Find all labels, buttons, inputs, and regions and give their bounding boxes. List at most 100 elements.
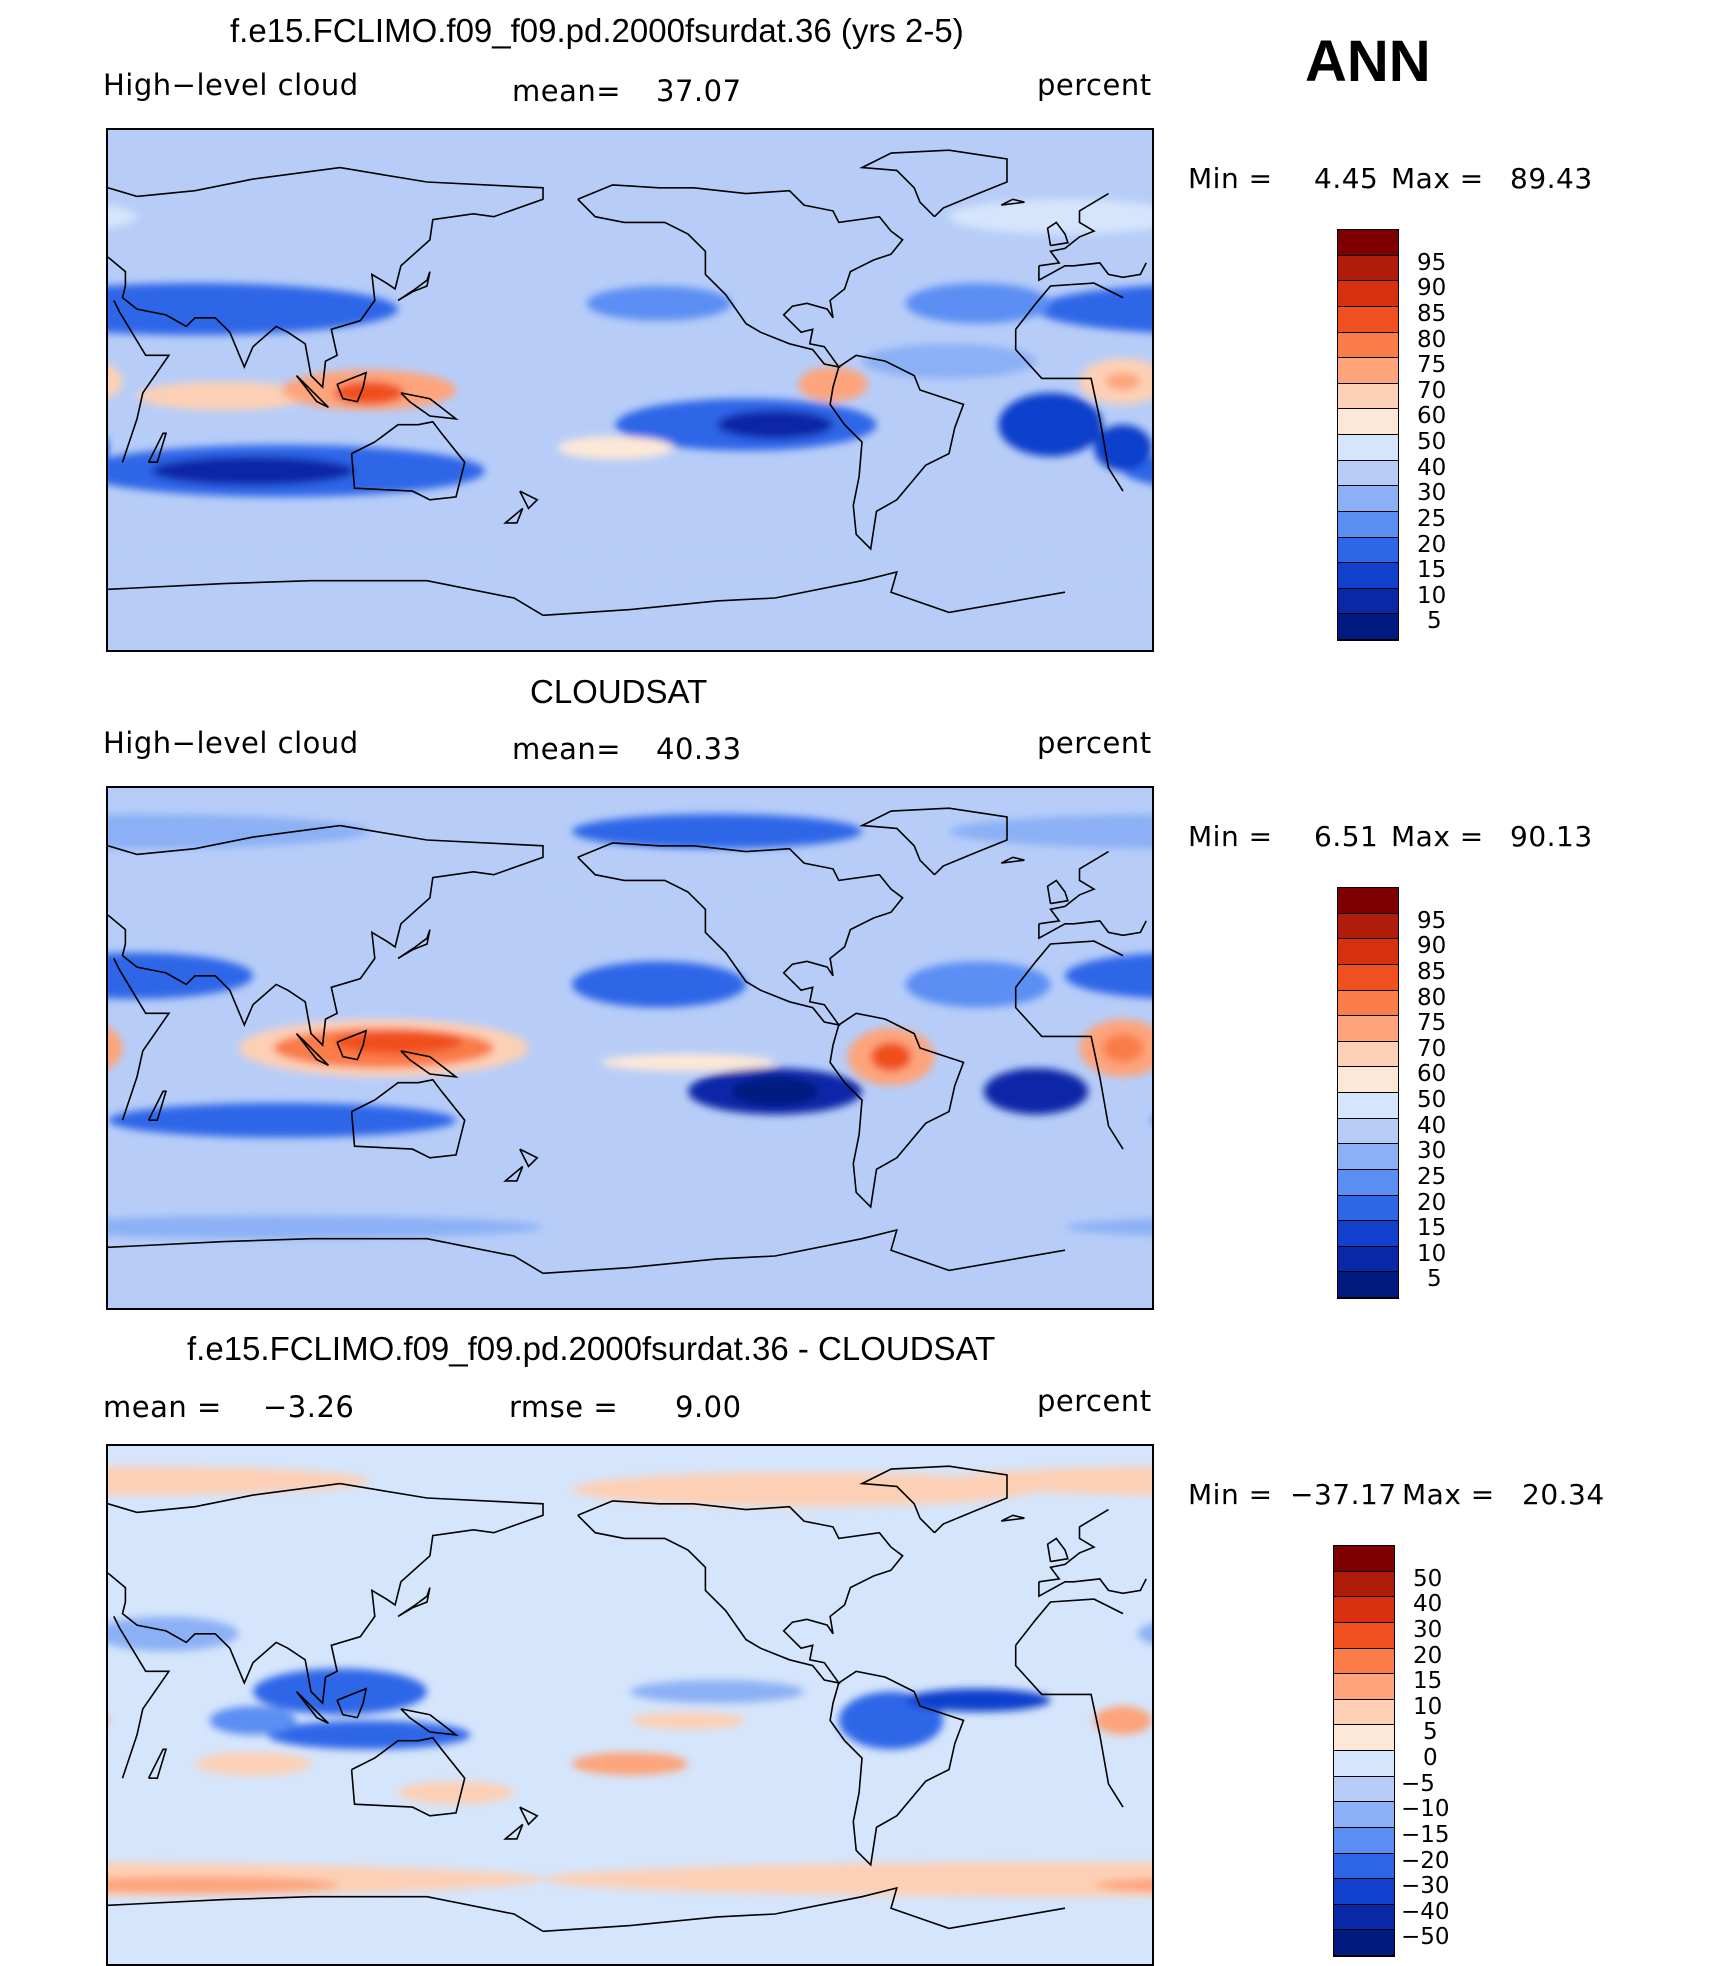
colorbar-box [1338, 1169, 1398, 1196]
colorbar-tick-label: 15 [1413, 1668, 1443, 1695]
colorbar-box [1334, 1622, 1394, 1649]
contour-region [1137, 1623, 1152, 1645]
colorbar-box [1338, 435, 1398, 461]
colorbar-tick-label: 30 [1417, 480, 1447, 507]
panel1-units: percent [1037, 68, 1152, 102]
colorbar-box [1338, 486, 1398, 512]
contour-region [108, 364, 123, 399]
contour-region [108, 554, 485, 572]
coastline [542, 1228, 1066, 1275]
coastline [108, 579, 544, 616]
coastline [829, 1670, 965, 1867]
map-svg [108, 1465, 1152, 1933]
colorbar-box [1338, 255, 1398, 282]
colorbar-box [1334, 1802, 1394, 1828]
colorbar-box [1334, 1751, 1394, 1777]
panel2-title: CLOUDSAT [530, 673, 708, 710]
colorbar-box [1338, 1118, 1398, 1145]
contour-region [949, 814, 1152, 849]
coastline [859, 807, 1008, 876]
colorbar-box [1334, 1546, 1394, 1572]
contour-region [108, 1876, 340, 1894]
colorbar-box [1338, 913, 1398, 940]
contour-region [949, 199, 1152, 234]
panel3-min-value: −37.17 [1290, 1478, 1397, 1511]
contour-region [586, 286, 732, 321]
coastline [1046, 221, 1069, 247]
coastline [577, 184, 904, 369]
contour-region [108, 205, 137, 229]
coastline [108, 1237, 544, 1274]
coastline [1015, 940, 1124, 988]
colorbar-tick-label: 85 [1417, 300, 1447, 327]
coastline [829, 1012, 965, 1209]
colorbar-tick-label: 25 [1417, 1163, 1447, 1190]
contour-region [557, 436, 674, 460]
panel1-title: f.e15.FCLIMO.f09_f09.pd.2000fsurdat.36 (… [230, 12, 964, 49]
colorbar-tick-label: 20 [1417, 531, 1447, 558]
coastline [400, 392, 459, 421]
colorbar-tick-label: 10 [1417, 1240, 1447, 1267]
coastline [1014, 987, 1124, 1150]
contour-region [572, 961, 746, 1008]
colorbar-tick-label: −30 [1401, 1873, 1450, 1900]
coastline [542, 570, 1066, 617]
coastline [397, 929, 431, 960]
contour-region [137, 381, 311, 411]
panel3-map [106, 1444, 1154, 1966]
panel2-max-label: Max = [1391, 820, 1484, 853]
contour-region [1007, 555, 1152, 572]
contour-region [543, 1862, 1152, 1897]
coastline [1014, 329, 1124, 492]
colorbar-tick-label: 40 [1417, 1112, 1447, 1139]
contour-region [334, 1030, 462, 1054]
coastline [859, 1465, 1008, 1534]
coastline [1014, 1645, 1124, 1808]
coastline [577, 842, 904, 1027]
panel3-max-value: 20.34 [1522, 1478, 1605, 1511]
colorbar-tick-label: 0 [1423, 1745, 1438, 1771]
colorbar-tick-label: 50 [1413, 1565, 1443, 1592]
coastline [113, 300, 171, 463]
coastline [295, 375, 329, 409]
coastline [350, 1078, 466, 1159]
colorbar-tick-label: 20 [1417, 1189, 1447, 1216]
colorbar-tick-label: 95 [1417, 907, 1447, 934]
contour-region [870, 1042, 912, 1072]
contour-region [1065, 1218, 1152, 1236]
panel3-min-label: Min = [1188, 1478, 1273, 1511]
coastline [519, 1148, 539, 1168]
colorbar-box [1334, 1699, 1394, 1726]
panel1-min-label: Min = [1188, 162, 1273, 195]
colorbar-box [1338, 1041, 1398, 1068]
coastline [1038, 192, 1109, 267]
colorbar-tick-label: 90 [1417, 933, 1447, 960]
coastline [397, 1587, 431, 1618]
colorbar-tick-label: 20 [1413, 1642, 1443, 1669]
contour-region [630, 1680, 804, 1704]
contour-region [630, 1711, 746, 1730]
colorbar-box [1334, 1853, 1394, 1880]
coastline [1038, 1578, 1147, 1598]
colorbar-box [1338, 1221, 1398, 1247]
colorbar-tick-label: 30 [1413, 1616, 1443, 1643]
contour-region [905, 961, 1051, 1008]
colorbar-tick-label: 60 [1417, 403, 1447, 430]
panel2-min-value: 6.51 [1314, 820, 1379, 853]
coastline [859, 149, 1008, 218]
colorbar-box [1338, 964, 1398, 991]
colorbar-tick-label: 25 [1417, 505, 1447, 532]
season-label: ANN [1305, 29, 1431, 94]
coastline [542, 1886, 1066, 1933]
panel1-mean-label: mean= [512, 74, 622, 108]
colorbar-box [1338, 409, 1398, 435]
colorbar-box [1338, 888, 1398, 914]
colorbar-tick-label: 10 [1417, 582, 1447, 609]
contour-region [253, 1668, 427, 1715]
map-svg [108, 149, 1152, 617]
panel1-colorbar [1337, 229, 1399, 641]
coastline [829, 354, 965, 551]
contour-region [108, 1616, 239, 1652]
coastline [1015, 1598, 1124, 1646]
panel1-max-value: 89.43 [1510, 162, 1593, 195]
